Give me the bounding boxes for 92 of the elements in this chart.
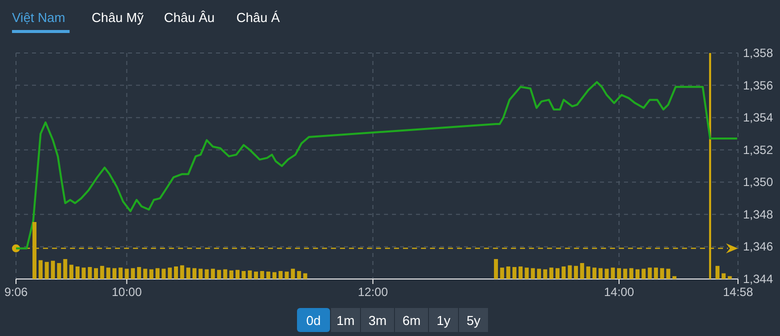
- bar: [254, 272, 258, 279]
- x-tick-label: 10:00: [112, 285, 142, 299]
- bar: [50, 260, 55, 279]
- bar: [112, 268, 116, 279]
- bar: [722, 273, 726, 279]
- bar: [272, 272, 276, 279]
- bar: [106, 268, 110, 279]
- bar: [543, 269, 548, 279]
- bar: [530, 268, 535, 279]
- y-tick-label: 1,356: [743, 78, 774, 92]
- bar: [568, 265, 572, 279]
- bar: [149, 269, 154, 279]
- bar: [635, 269, 640, 279]
- bar: [518, 266, 523, 279]
- bar: [242, 271, 246, 279]
- bar: [610, 268, 615, 279]
- bar: [290, 268, 295, 279]
- bar: [549, 268, 554, 279]
- bar: [63, 259, 68, 279]
- bar: [666, 268, 670, 279]
- bar: [100, 266, 104, 279]
- bar: [537, 268, 542, 279]
- bar: [592, 268, 596, 279]
- bar: [278, 271, 283, 279]
- bar: [672, 276, 676, 279]
- bar: [217, 270, 222, 279]
- bar: [629, 268, 634, 279]
- bar: [210, 268, 215, 279]
- bar: [260, 271, 264, 279]
- x-tick-label: 14:00: [604, 285, 634, 299]
- bar: [506, 266, 510, 279]
- bar: [118, 268, 123, 279]
- period-buttons: 0d 1m 3m 6m 1y 5y: [297, 308, 488, 332]
- bar: [500, 268, 504, 279]
- bar: [598, 268, 603, 279]
- bar: [76, 266, 80, 279]
- y-tick-label: 1,358: [743, 46, 774, 60]
- bar: [186, 268, 190, 279]
- bar: [494, 259, 498, 279]
- bar: [728, 276, 732, 279]
- bar: [660, 268, 664, 279]
- x-tick-label: 14:58: [722, 285, 754, 299]
- bar: [198, 268, 203, 279]
- bar: [124, 268, 129, 279]
- bar: [303, 273, 308, 279]
- region-tabs: Việt Nam Châu Mỹ Châu Âu Châu Á: [12, 10, 280, 33]
- bar: [642, 268, 646, 279]
- bar: [168, 268, 172, 279]
- bar: [524, 268, 529, 279]
- bar: [284, 272, 289, 279]
- bar: [236, 270, 240, 279]
- bar: [82, 268, 86, 279]
- bar: [623, 268, 628, 279]
- bar: [266, 272, 270, 279]
- bar: [604, 268, 609, 279]
- bar: [297, 271, 302, 279]
- y-tick-label: 1,354: [743, 110, 774, 125]
- bar: [88, 267, 92, 279]
- bar: [555, 268, 560, 279]
- bar: [143, 268, 148, 279]
- bar: [130, 268, 135, 279]
- y-tick-label: 1,344: [743, 272, 774, 286]
- bar: [248, 270, 252, 279]
- bar: [57, 263, 62, 279]
- bar: [580, 263, 584, 279]
- x-tick-label: 9:06: [4, 285, 28, 299]
- bar: [648, 268, 652, 279]
- bar: [715, 266, 720, 279]
- y-tick-label: 1,350: [743, 175, 774, 190]
- bar: [180, 265, 184, 279]
- bar: [586, 266, 590, 279]
- bar: [562, 266, 566, 279]
- bar: [204, 269, 209, 279]
- bar: [162, 268, 166, 279]
- bar: [512, 267, 516, 279]
- bar: [156, 268, 160, 279]
- bar: [192, 268, 196, 279]
- bar: [654, 268, 658, 279]
- y-tick-label: 1,346: [743, 240, 774, 254]
- y-tick-label: 1,352: [743, 142, 774, 157]
- bar: [94, 268, 98, 279]
- bar: [223, 269, 228, 279]
- y-tick-label: 1,348: [743, 207, 774, 222]
- bar: [137, 267, 142, 279]
- bar: [574, 266, 578, 279]
- bar: [69, 264, 74, 279]
- bar: [38, 260, 43, 279]
- bar: [617, 268, 622, 279]
- x-tick-label: 12:00: [358, 285, 388, 299]
- bar: [229, 270, 234, 279]
- bar: [44, 262, 49, 279]
- bar: [174, 266, 178, 279]
